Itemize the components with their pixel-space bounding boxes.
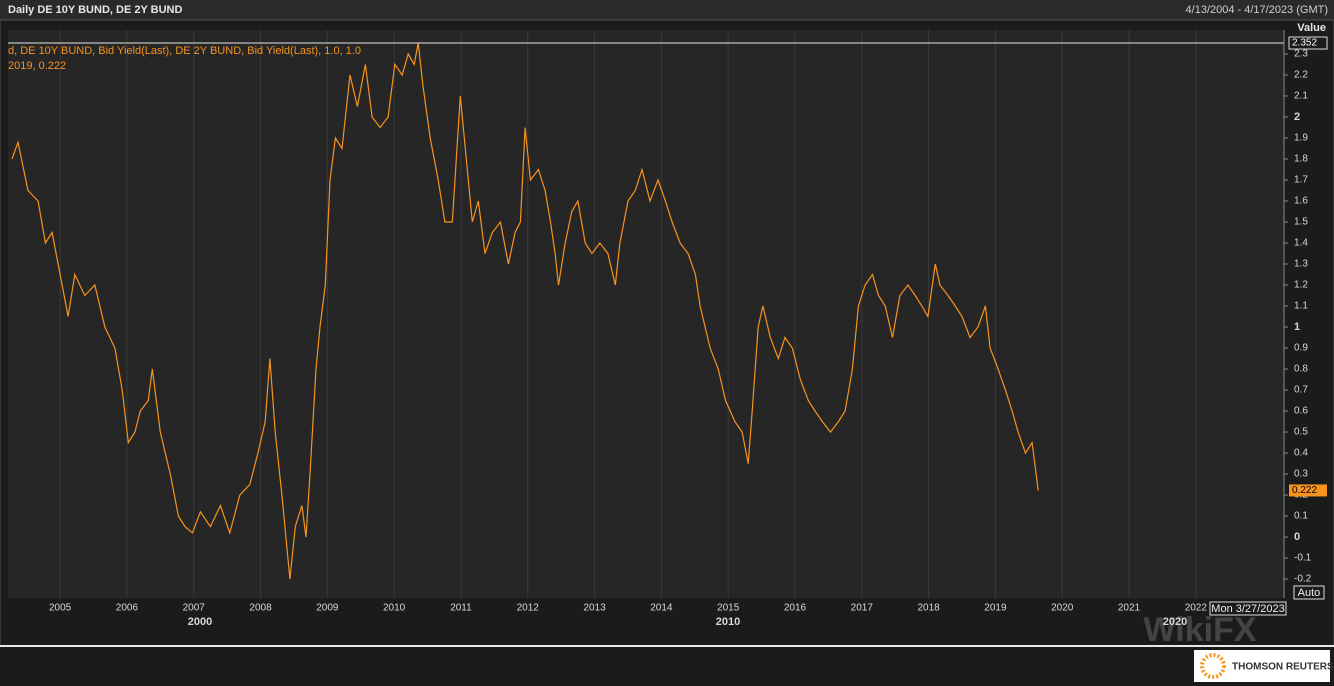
y-tick-label: 1.1 (1294, 301, 1308, 312)
x-tick-label: 2006 (116, 603, 139, 614)
y-tick-label: 0.8 (1294, 364, 1308, 375)
x-tick-label: 2009 (316, 603, 339, 614)
y-tick-label: 1.7 (1294, 175, 1308, 186)
y-tick-label: 1.9 (1294, 133, 1308, 144)
x-tick-label: 2010 (383, 603, 406, 614)
y-tick-label: 0.9 (1294, 343, 1308, 354)
y-tick-label: 2.3 (1294, 49, 1308, 60)
x-tick-label: 2005 (49, 603, 72, 614)
x-tick-label: 2013 (583, 603, 606, 614)
y-tick-label: 0.3 (1294, 469, 1308, 480)
last-label-box (1289, 484, 1327, 497)
y-tick-label: -0.2 (1294, 574, 1312, 585)
x-tick-label: 2016 (784, 603, 807, 614)
provider-icon (1200, 653, 1226, 679)
provider-name: THOMSON REUTERS (1232, 662, 1334, 673)
y-tick-label: 0.6 (1294, 406, 1308, 417)
last-label: 0.222 (1292, 485, 1317, 496)
y-tick-label: 1.8 (1294, 154, 1308, 165)
y-tick-label: 0 (1294, 531, 1300, 543)
legend-entry: d, DE 10Y BUND, Bid Yield(Last), DE 2Y B… (8, 45, 361, 57)
series-line (11, 42, 1039, 580)
watermark: WikiFX (1143, 611, 1256, 649)
max-label: 2.352 (1292, 38, 1317, 49)
x-tick-label: 2020 (1051, 603, 1074, 614)
plot-layer (8, 30, 1284, 598)
x-tick-label: 2007 (183, 603, 206, 614)
y-tick-label: 1.2 (1294, 280, 1308, 291)
title-bar (0, 0, 1334, 20)
y-tick-label: 0.4 (1294, 448, 1308, 459)
x-tick-label: 2011 (450, 603, 472, 614)
crosshair-date-box (1209, 601, 1287, 616)
y-tick-label: 0.5 (1294, 427, 1308, 438)
chart-title: Daily DE 10Y BUND, DE 2Y BUND (8, 4, 182, 16)
x-tick-label: 2021 (1118, 603, 1141, 614)
x-tick-label: 2022 (1185, 603, 1208, 614)
x-tick-label: 2012 (517, 603, 540, 614)
y-tick-label: 2.2 (1294, 70, 1308, 81)
x-tick-label: 2008 (249, 603, 272, 614)
x-tick-label: 2018 (917, 603, 940, 614)
y-tick-label: 1.5 (1294, 217, 1308, 228)
x-tick-label: 2014 (650, 603, 673, 614)
y-tick-label: 0.7 (1294, 385, 1308, 396)
y-tick-label: 2 (1294, 111, 1300, 123)
max-label-box (1288, 36, 1328, 50)
y-tick-label: -0.1 (1294, 553, 1312, 564)
scale-mode-box[interactable] (1293, 585, 1325, 600)
y-tick-label: 0.1 (1294, 511, 1308, 522)
legend-readout: 2019, 0.222 (8, 60, 66, 72)
crosshair-date: Mon 3/27/2023 (1211, 603, 1284, 615)
x-group-label: 2010 (716, 616, 740, 628)
axis-title: Value (1297, 22, 1326, 34)
x-tick-label: 2015 (717, 603, 740, 614)
y-tick-label: 1.6 (1294, 196, 1308, 207)
y-tick-label: 1.4 (1294, 238, 1308, 249)
x-tick-label: 2019 (984, 603, 1007, 614)
y-tick-label: 1.3 (1294, 259, 1308, 270)
x-group-label: 2000 (188, 616, 212, 628)
y-tick-label: 2.1 (1294, 91, 1308, 102)
x-group-label: 2020 (1163, 616, 1187, 628)
y-tick-label: 1 (1294, 321, 1300, 333)
scale-mode[interactable]: Auto (1298, 587, 1321, 599)
x-tick-label: 2017 (851, 603, 874, 614)
date-range: 4/13/2004 - 4/17/2023 (GMT) (1186, 4, 1328, 16)
plot-area (8, 30, 1284, 598)
